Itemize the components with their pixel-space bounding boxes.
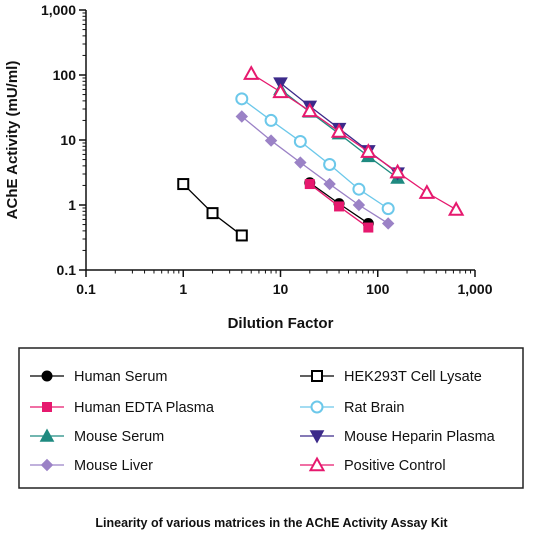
x-tick-label: 1,000	[457, 281, 492, 297]
data-point-mouse-liver	[264, 134, 278, 147]
y-axis-title: AChE Activity (mU/ml)	[4, 61, 21, 220]
legend-item-rat-brain: Rat Brain	[300, 400, 404, 416]
data-point-positive-control	[447, 201, 465, 216]
data-point-rat-brain	[323, 157, 337, 171]
data-point-positive-control	[301, 102, 318, 118]
data-point-rat-brain	[235, 92, 249, 106]
legend-label: Mouse Heparin Plasma	[344, 429, 496, 445]
x-tick-label: 10	[273, 281, 289, 297]
data-point-human-edta-plasma	[363, 222, 374, 233]
legend-marker	[309, 430, 325, 444]
legend-item-mouse-liver: Mouse Liver	[30, 458, 153, 474]
data-point-mouse-liver	[235, 110, 249, 123]
legend-label: Rat Brain	[344, 400, 404, 416]
legend-item-human-edta-plasma: Human EDTA Plasma	[30, 400, 215, 416]
data-point-positive-control	[418, 184, 436, 199]
legend-box	[18, 347, 524, 489]
series-positive-control	[243, 65, 465, 216]
legend-marker	[41, 370, 53, 382]
y-tick-label: 100	[53, 67, 77, 83]
legend-marker	[39, 428, 55, 442]
y-tick-label: 0.1	[57, 262, 77, 278]
legend-marker	[40, 458, 54, 472]
legend-marker	[311, 370, 323, 382]
series-hek293t-cell-lysate	[177, 178, 248, 242]
data-point-rat-brain	[264, 113, 278, 127]
y-tick-label: 10	[60, 132, 76, 148]
data-point-hek293t-cell-lysate	[206, 207, 219, 220]
data-point-positive-control	[272, 83, 289, 99]
figure-caption: Linearity of various matrices in the ACh…	[95, 516, 448, 530]
chart: 0.1 1 10 100 1,000 0.1 1 10 100 1,000 Dilution Fac…	[4, 2, 524, 489]
data-point-human-edta-plasma	[304, 179, 315, 190]
legend-item-mouse-serum: Mouse Serum	[30, 428, 164, 445]
series-rat-brain	[235, 92, 395, 216]
data-point-rat-brain	[381, 202, 395, 216]
legend-label: HEK293T Cell Lysate	[344, 369, 482, 385]
legend: Human Serum HEK293T Cell Lysate Human EDTA…	[18, 347, 524, 489]
data-point-hek293t-cell-lysate	[177, 178, 190, 191]
legend-item-positive-control: Positive Control	[300, 456, 446, 474]
x-tick-label: 0.1	[76, 281, 96, 297]
data-point-hek293t-cell-lysate	[235, 229, 248, 242]
data-point-mouse-liver	[381, 217, 395, 230]
legend-marker	[310, 400, 324, 414]
data-point-rat-brain	[352, 182, 366, 196]
series-mouse-liver	[235, 110, 395, 230]
series-line-mouse-liver	[241, 115, 389, 225]
y-tick-label: 1,000	[41, 2, 76, 18]
data-point-positive-control	[389, 163, 406, 179]
legend-item-human-serum: Human Serum	[30, 369, 167, 385]
x-tick-label: 1	[179, 281, 187, 297]
data-point-mouse-liver	[323, 177, 336, 191]
data-point-mouse-liver	[294, 156, 307, 169]
legend-label: Mouse Liver	[74, 458, 153, 474]
legend-item-hek293t-cell-lysate: HEK293T Cell Lysate	[300, 369, 482, 385]
data-point-positive-control	[243, 65, 260, 80]
legend-label: Human Serum	[74, 369, 167, 385]
y-tick-label: 1	[68, 197, 76, 213]
legend-label: Human EDTA Plasma	[74, 400, 215, 416]
data-point-mouse-liver	[352, 198, 366, 212]
legend-label: Positive Control	[344, 458, 446, 474]
legend-label: Mouse Serum	[74, 429, 164, 445]
x-axis-title: Dilution Factor	[228, 315, 334, 332]
data-point-positive-control	[330, 122, 348, 138]
data-point-positive-control	[360, 143, 377, 158]
legend-item-mouse-heparin-plasma: Mouse Heparin Plasma	[300, 429, 496, 445]
axes: 0.1 1 10 100 1,000 0.1 1 10 100 1,000 Dilution Fac…	[4, 2, 493, 332]
legend-marker	[308, 456, 326, 472]
data-point-rat-brain	[293, 134, 307, 148]
data-point-human-edta-plasma	[334, 201, 345, 212]
x-tick-label: 100	[366, 281, 390, 297]
series-layer	[177, 65, 465, 242]
series-human-edta-plasma	[304, 179, 374, 233]
legend-marker	[42, 402, 52, 412]
